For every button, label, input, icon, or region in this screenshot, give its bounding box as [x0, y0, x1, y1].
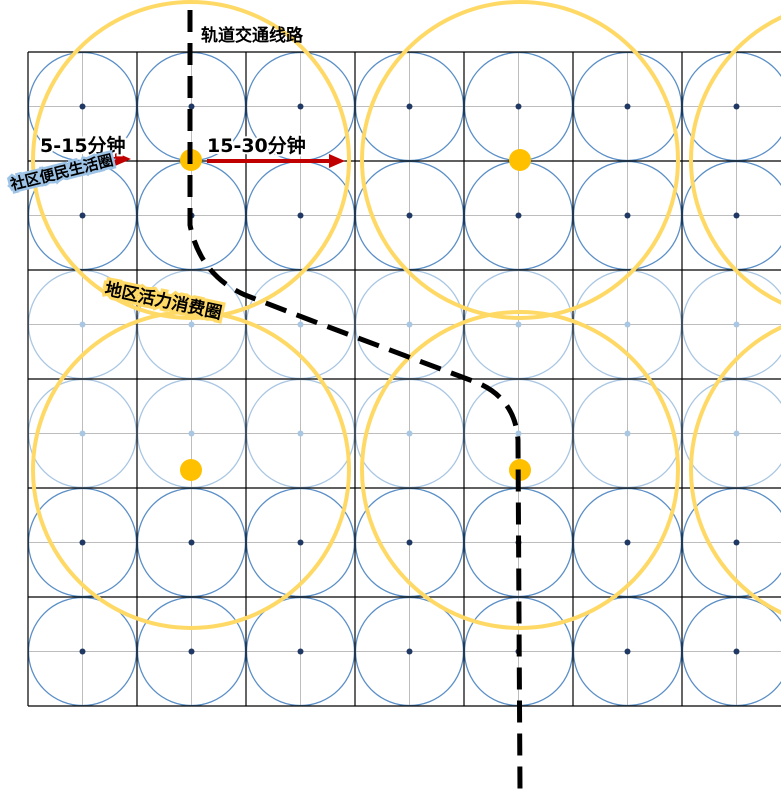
cell-center-dot [515, 321, 522, 328]
cell-center-dot [188, 430, 195, 437]
cell-center-dot [624, 212, 631, 219]
cell-center-dot [515, 430, 522, 437]
cell-center-dot [624, 430, 631, 437]
rail-line-label: 轨道交通线路 [201, 25, 304, 46]
cell-center-dot [406, 103, 413, 110]
activity-circle [31, 310, 351, 630]
cell-center-dot [188, 103, 195, 110]
center-node-dot [180, 459, 202, 481]
cell-center-dot [188, 539, 195, 546]
arrow-right-icon [85, 152, 131, 166]
center-node-dot [509, 149, 531, 171]
cell-center-dot [188, 321, 195, 328]
cell-center-dot [406, 648, 413, 655]
cell-center-dot [624, 648, 631, 655]
time-short-label: 5-15分钟 [40, 134, 126, 157]
cell-center-dot [733, 430, 740, 437]
cell-center-dot [79, 103, 86, 110]
large-circles [31, 0, 781, 630]
arrow-right-icon [207, 154, 345, 168]
cell-center-dot [624, 321, 631, 328]
cell-center-dot [297, 321, 304, 328]
cell-center-dot [406, 539, 413, 546]
cell-center-dot [297, 103, 304, 110]
cell-center-dot [624, 539, 631, 546]
community-circle-label: 社区便民生活圈 [8, 151, 115, 194]
cell-center-dot [406, 212, 413, 219]
small-dots [79, 103, 740, 655]
cell-center-dot [188, 648, 195, 655]
cell-center-dot [297, 648, 304, 655]
cell-center-dot [515, 212, 522, 219]
cell-center-dot [297, 539, 304, 546]
cell-center-dot [733, 212, 740, 219]
cell-center-dot [79, 648, 86, 655]
cell-center-dot [79, 321, 86, 328]
activity-circle [31, 0, 351, 320]
cell-center-dot [733, 539, 740, 546]
activity-circle [360, 310, 680, 630]
cell-center-dot [297, 430, 304, 437]
cell-center-dot [733, 648, 740, 655]
cell-center-dot [733, 321, 740, 328]
main-grid [27, 51, 781, 707]
activity-circle [689, 325, 781, 615]
cell-center-dot [624, 103, 631, 110]
cell-center-dot [406, 321, 413, 328]
time-long-label: 15-30分钟 [207, 134, 306, 157]
cell-center-dot [297, 212, 304, 219]
rail-line-path [187, 10, 523, 792]
cell-center-dot [733, 103, 740, 110]
activity-circle [689, 15, 781, 305]
cell-center-dot [79, 212, 86, 219]
activity-circle [360, 0, 680, 320]
cell-center-dot [79, 539, 86, 546]
cell-center-dot [79, 430, 86, 437]
cell-center-dot [406, 430, 413, 437]
cell-center-dot [515, 103, 522, 110]
